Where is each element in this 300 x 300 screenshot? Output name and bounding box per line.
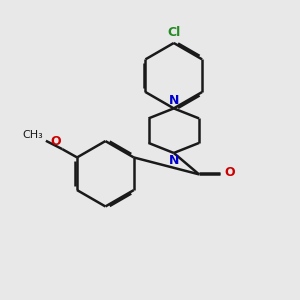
- Text: N: N: [169, 94, 179, 107]
- Text: Cl: Cl: [167, 26, 180, 39]
- Text: O: O: [50, 135, 61, 148]
- Text: CH₃: CH₃: [23, 130, 44, 140]
- Text: N: N: [169, 154, 179, 167]
- Text: O: O: [224, 167, 235, 179]
